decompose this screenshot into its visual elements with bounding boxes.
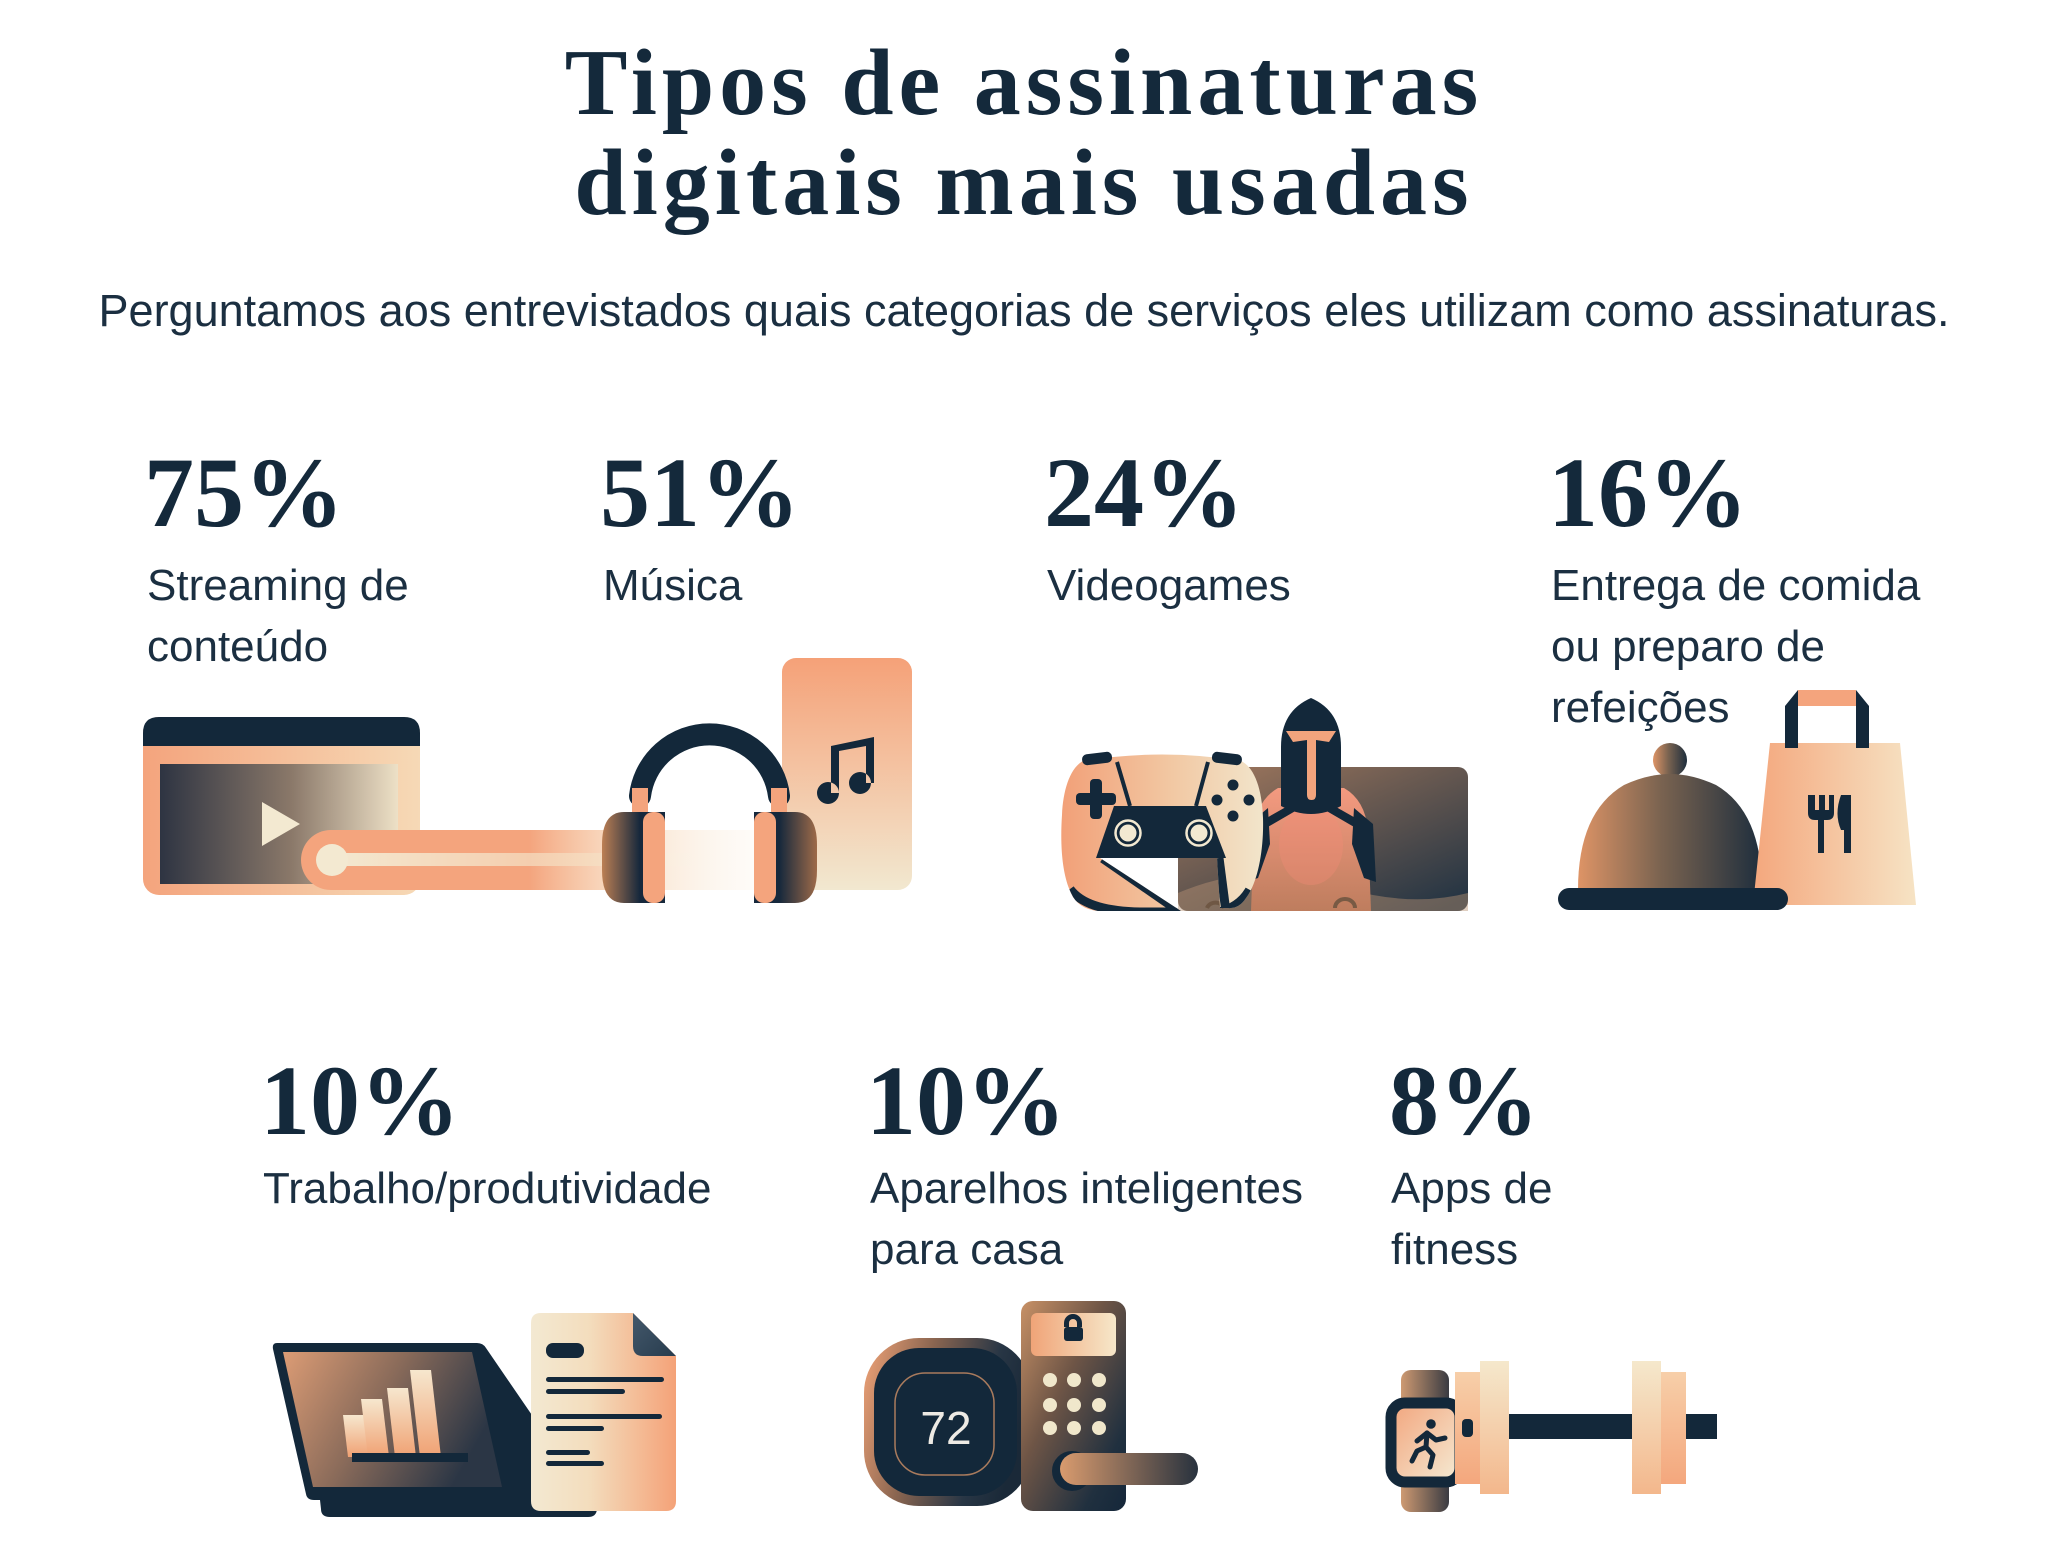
svg-text:72: 72 [920,1402,971,1454]
